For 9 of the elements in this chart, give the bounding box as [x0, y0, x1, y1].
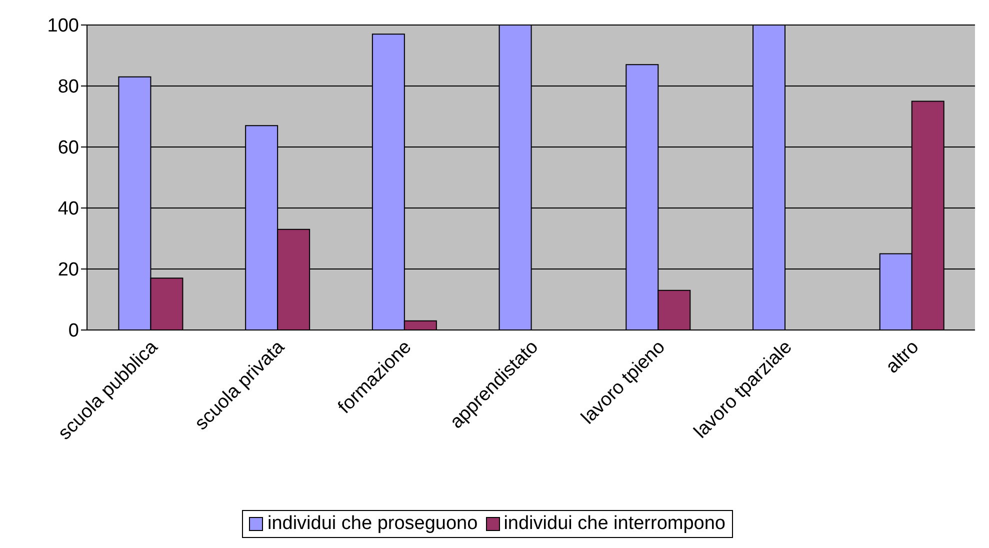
legend-label: individui che interrompono	[502, 513, 726, 535]
y-tick-label: 0	[68, 320, 79, 342]
y-tick-label: 60	[58, 138, 79, 159]
y-tick-label: 40	[58, 198, 79, 220]
y-tick-label: 100	[47, 16, 79, 37]
y-tick-label: 80	[58, 76, 79, 98]
x-tick-label: altro	[882, 336, 924, 378]
legend-label: individui che proseguono	[266, 513, 478, 535]
y-tick-label: 20	[58, 260, 79, 281]
